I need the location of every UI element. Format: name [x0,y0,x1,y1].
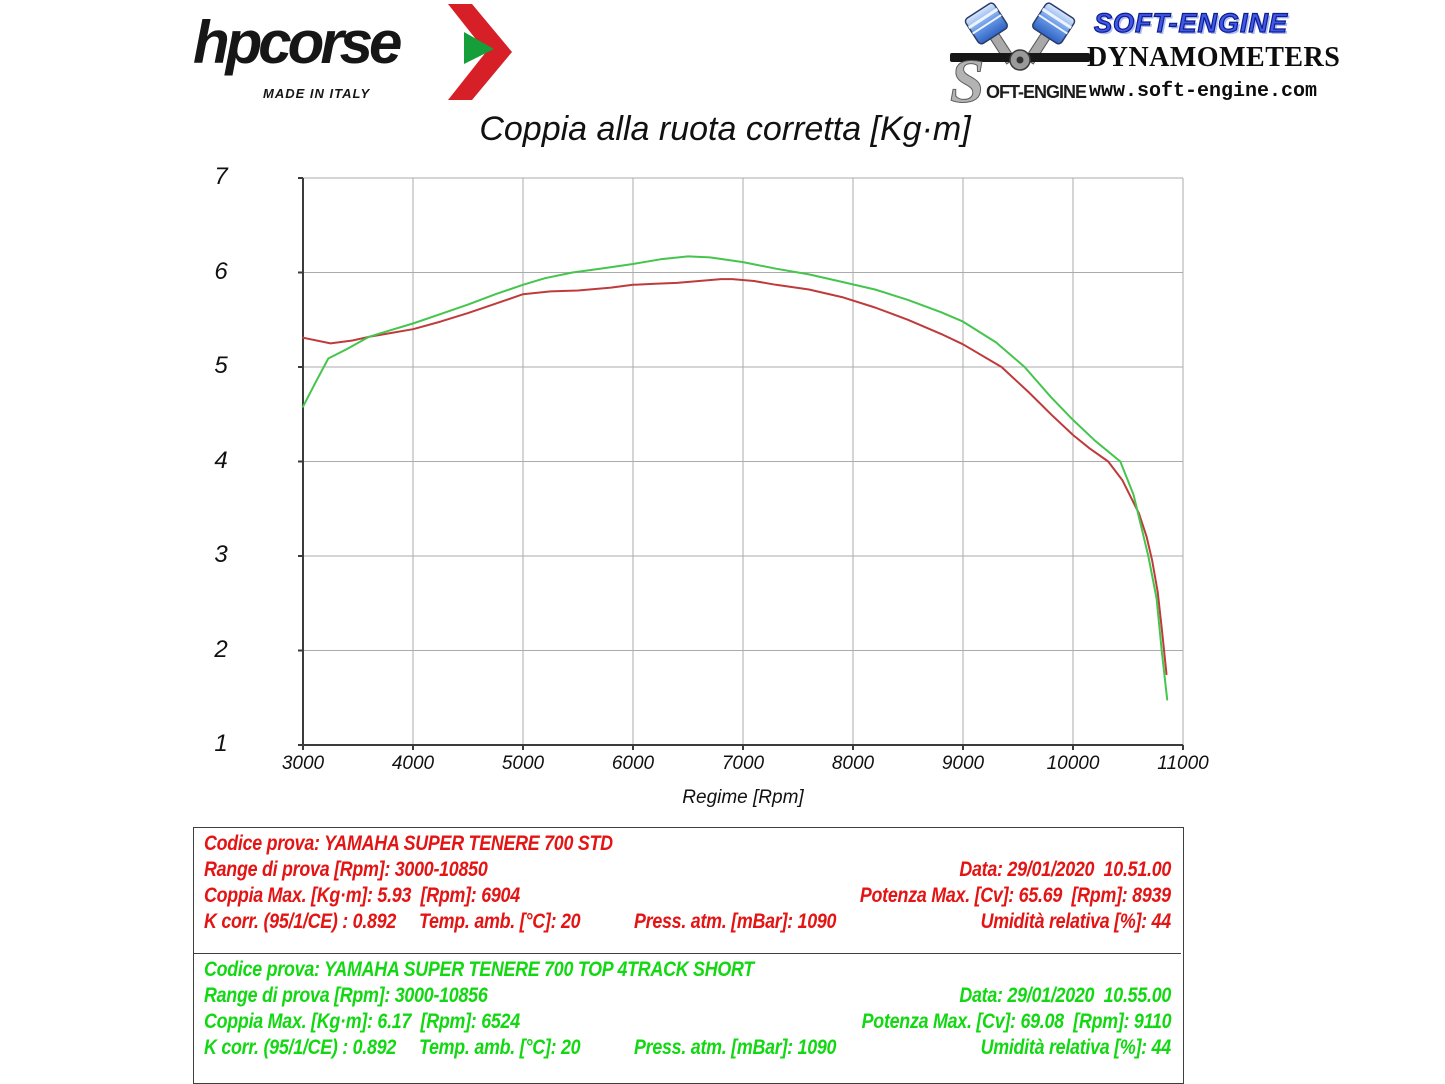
x-tick-label: 11000 [1157,753,1209,774]
x-tick-label: 5000 [501,753,545,774]
x-tick-label: 3000 [281,753,325,774]
softengine-brand-text: SOFT-ENGINE [1093,7,1289,38]
k-corr-std: K corr. (95/1/CE) : 0.892 [204,910,397,933]
x-tick-label: 8000 [831,753,875,774]
press-atm-std: Press. atm. [mBar]: 1090 [634,910,837,933]
range-prova-4track: Range di prova [Rpm]: 3000-10856 [204,984,488,1007]
y-tick-label: 4 [214,446,228,474]
data-ora-std: Data: 29/01/2020 10.51.00 [959,858,1171,881]
temp-amb-4track: Temp. amb. [°C]: 20 [419,1036,581,1059]
potenza-max-std: Potenza Max. [Cv]: 65.69 [Rpm]: 8939 [860,884,1171,907]
potenza-max-4track: Potenza Max. [Cv]: 69.08 [Rpm]: 9110 [861,1010,1171,1033]
torque-curve [302,278,1168,676]
made-in-italy-label: MADE IN ITALY [263,86,371,101]
x-tick-label: 10000 [1046,753,1100,774]
y-tick-label: 6 [214,257,228,285]
codice-prova-4track: Codice prova: YAMAHA SUPER TENERE 700 TO… [204,958,754,981]
torque-plot-area [298,177,1184,750]
dynamometers-label: DYNAMOMETERS [1087,42,1341,73]
coppia-max-std: Coppia Max. [Kg·m]: 5.93 [Rpm]: 6904 [204,884,520,907]
y-tick-label: 5 [214,352,228,379]
umidita-std: Umidità relativa [%]: 44 [980,910,1172,933]
hpcorse-arrow-icon [448,4,512,100]
x-tick-label: 7000 [721,753,765,774]
k-corr-4track: K corr. (95/1/CE) : 0.892 [204,1036,397,1059]
torque-curve [302,255,1169,701]
chart-title: Coppia alla ruota corretta [Kg·m] [479,110,971,148]
temp-amb-std: Temp. amb. [°C]: 20 [419,910,581,933]
softengine-url: www.soft-engine.com [1089,80,1318,103]
torque-curves-svg [298,177,1184,750]
data-ora-4track: Data: 29/01/2020 10.55.00 [959,984,1171,1007]
x-tick-label: 6000 [611,753,655,774]
test-block-std: Codice prova: YAMAHA SUPER TENERE 700 ST… [194,828,1181,953]
test-block-4track: Codice prova: YAMAHA SUPER TENERE 700 TO… [194,953,1181,1083]
y-tick-label: 7 [214,163,228,190]
y-tick-label: 3 [214,541,228,568]
pistons-v-engine-icon: S OFT-ENGINE [950,2,1090,107]
x-tick-label: 4000 [391,753,435,774]
x-axis-title: Regime [Rpm] [682,787,804,808]
hpcorse-wordmark: hpcorse [193,9,402,76]
softengine-logo-s: S [950,48,984,107]
x-tick-label: 9000 [941,753,985,774]
y-tick-label: 2 [214,635,228,663]
coppia-max-4track: Coppia Max. [Kg·m]: 6.17 [Rpm]: 6524 [204,1010,520,1033]
range-prova-std: Range di prova [Rpm]: 3000-10850 [204,858,488,881]
softengine-logo-text: OFT-ENGINE [986,82,1087,102]
press-atm-4track: Press. atm. [mBar]: 1090 [634,1036,837,1059]
test-info-box: Codice prova: YAMAHA SUPER TENERE 700 ST… [193,827,1184,1084]
codice-prova-std: Codice prova: YAMAHA SUPER TENERE 700 ST… [204,832,613,855]
umidita-4track: Umidità relativa [%]: 44 [980,1036,1172,1059]
y-tick-label: 1 [214,730,228,757]
